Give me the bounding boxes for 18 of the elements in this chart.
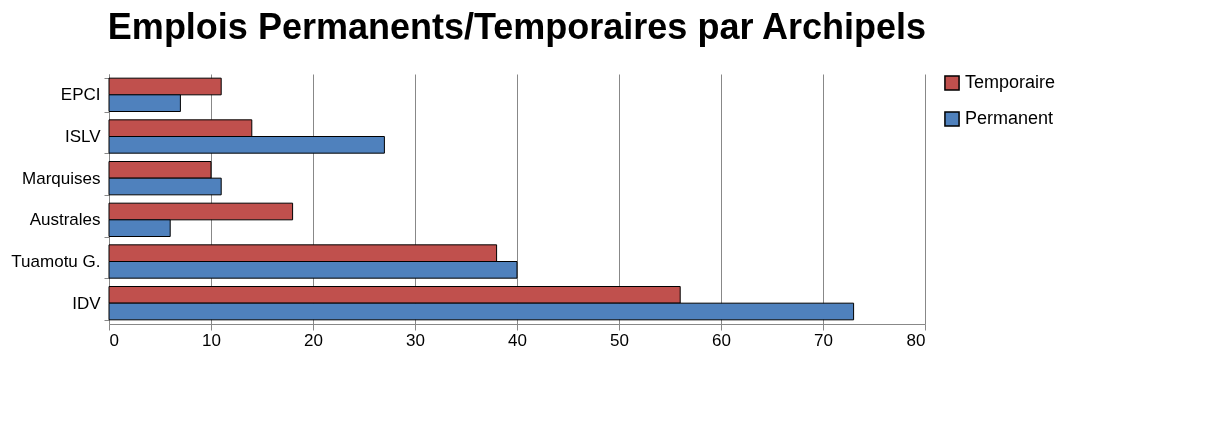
legend-label: Permanent [965, 108, 1054, 128]
x-tick-label: 70 [814, 330, 833, 350]
y-tick-label: ISLV [64, 127, 102, 146]
x-tick-label: 60 [712, 330, 731, 350]
chart-title: Emplois Permanents/Temporaires par Archipels [107, 6, 927, 47]
x-tick-label: 40 [508, 330, 527, 350]
y-tick-label: IDV [72, 293, 102, 313]
x-tick-label: 80 [906, 330, 926, 350]
y-tick-label: Australes [29, 210, 101, 230]
legend-label: Temporaire [965, 72, 1056, 92]
x-tick-label: 30 [406, 330, 425, 350]
x-tick-label: 20 [304, 330, 323, 350]
x-tick-label: 10 [202, 330, 221, 350]
y-tick-label: Marquises [22, 168, 101, 188]
x-tick-label: 0 [109, 330, 119, 350]
x-tick-label: 50 [610, 330, 629, 350]
y-tick-label: Tuamotu G. [11, 252, 101, 271]
y-tick-label: EPCI [60, 85, 101, 105]
